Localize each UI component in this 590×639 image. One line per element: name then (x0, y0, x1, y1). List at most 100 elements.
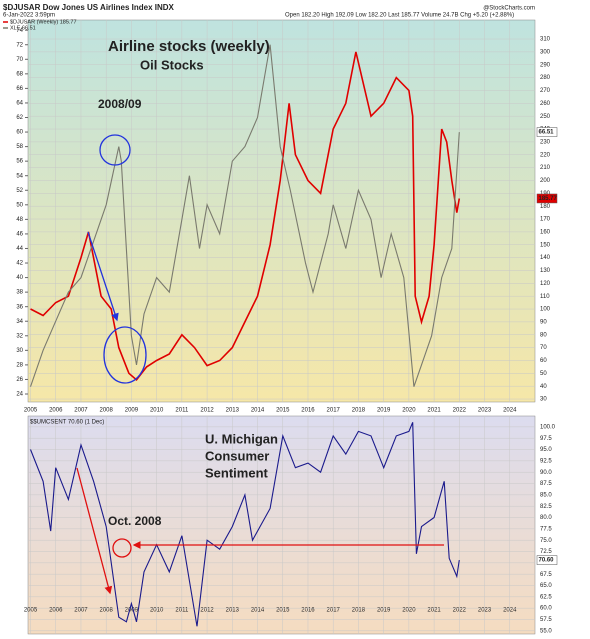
x-tick-label: 2007 (74, 608, 88, 614)
highlight-circle (103, 326, 147, 384)
bottom-panel (27, 415, 536, 635)
x-tick-label: 2011 (175, 408, 189, 414)
y-tick-label: 72 (16, 42, 23, 48)
y2-tick-label: 97.5 (540, 436, 552, 442)
annotation: Airline stocks (weekly) (108, 38, 270, 55)
y2-tick-label: 110 (540, 294, 550, 300)
x-tick-label: 2018 (352, 608, 366, 614)
y-tick-label: 36 (16, 304, 23, 310)
y2-tick-label: 70 (540, 345, 547, 351)
y2-tick-label: 230 (540, 139, 551, 145)
y2-tick-label: 130 (540, 268, 551, 274)
y-tick-label: 74 (16, 28, 23, 34)
y2-tick-label: 160 (540, 229, 551, 235)
y-tick-label: 66 (16, 86, 23, 92)
y2-tick-label: 82.5 (540, 504, 552, 510)
x-tick-label: 2009 (125, 408, 139, 414)
y-tick-label: 58 (16, 144, 23, 150)
y-tick-label: 70 (16, 57, 23, 63)
x-tick-label: 2014 (251, 608, 265, 614)
y2-tick-label: 40 (540, 384, 547, 390)
y-tick-label: 26 (16, 377, 23, 383)
y2-tick-label: 150 (540, 242, 551, 248)
y2-tick-label: 100 (540, 307, 551, 313)
header-text: @StockCharts.com (483, 6, 535, 12)
x-tick-label: 2021 (427, 408, 441, 414)
y-tick-label: 34 (16, 319, 23, 325)
y2-tick-label: 270 (540, 88, 551, 94)
x-tick-label: 2008 (100, 408, 114, 414)
x-tick-label: 2015 (276, 608, 290, 614)
x-tick-label: 2022 (453, 408, 467, 414)
y2-tick-label: 100.0 (540, 424, 556, 430)
annotation: 2008/09 (98, 97, 142, 111)
y2-tick-label: 200 (540, 178, 551, 184)
y-tick-label: 44 (16, 246, 23, 252)
y2-tick-label: 62.5 (540, 594, 552, 600)
x-tick-label: 2015 (276, 408, 290, 414)
x-tick-label: 2020 (402, 608, 416, 614)
top-panel (27, 19, 536, 403)
annotation: Sentiment (205, 465, 269, 480)
y2-tick-label: 120 (540, 281, 551, 287)
chart-title: $DJUSAR Dow Jones US Airlines Index INDX (3, 3, 175, 12)
x-tick-label: 2010 (150, 608, 164, 614)
y2-tick-label: 170 (540, 217, 551, 223)
y2-tick-label: 75.0 (540, 538, 552, 544)
y2-tick-label: 55.0 (540, 628, 552, 634)
y2-tick-label: 50 (540, 371, 547, 377)
x-tick-label: 2019 (377, 608, 391, 614)
annotation: U. Michigan (205, 431, 278, 446)
x-tick-label: 2009 (125, 608, 139, 614)
annotation: Consumer (205, 448, 269, 463)
y-tick-label: 60 (16, 130, 23, 136)
last-value-box (536, 127, 558, 137)
y2-tick-label: 210 (540, 165, 551, 171)
y2-tick-label: 92.5 (540, 458, 552, 464)
y2-tick-label: 60 (540, 358, 547, 364)
x-tick-label: 2006 (49, 408, 63, 414)
y2-tick-label: 140 (540, 255, 551, 261)
y2-tick-label: 60.0 (540, 606, 552, 612)
y2-tick-label: 90 (540, 319, 547, 325)
x-tick-label: 2019 (377, 408, 391, 414)
y2-tick-label: 65.0 (540, 583, 552, 589)
last-value-label: 66.51 (539, 130, 555, 136)
series-line (29, 422, 460, 627)
y2-tick-label: 77.5 (540, 526, 552, 532)
last-value-box (536, 193, 558, 204)
last-value-label: 70.60 (539, 558, 555, 564)
last-value-label: 185.77 (539, 196, 558, 202)
x-tick-label: 2010 (150, 408, 164, 414)
y-tick-label: 48 (16, 217, 23, 223)
y2-tick-label: 260 (540, 101, 551, 107)
y-tick-label: 30 (16, 348, 23, 354)
annotation: Oct. 2008 (108, 514, 162, 528)
x-tick-label: 2023 (478, 408, 492, 414)
y-tick-label: 38 (16, 290, 23, 296)
x-tick-label: 2005 (24, 608, 38, 614)
highlight-circle (112, 538, 132, 558)
x-tick-label: 2013 (226, 408, 240, 414)
y2-tick-label: 85.0 (540, 492, 552, 498)
x-tick-label: 2017 (327, 408, 341, 414)
header-text: 6-Jan-2022 3:59pm (3, 13, 55, 19)
x-tick-label: 2020 (402, 408, 416, 414)
y-tick-label: 28 (16, 362, 23, 368)
y2-tick-label: 87.5 (540, 481, 552, 487)
y2-tick-label: 280 (540, 75, 551, 81)
x-tick-label: 2011 (175, 608, 189, 614)
chart-title: $$UMCSENT 70.60 (1 Dec) (30, 420, 104, 426)
x-tick-label: 2012 (200, 608, 214, 614)
highlight-circle (99, 134, 131, 166)
y-tick-label: 52 (16, 188, 23, 194)
y2-tick-label: 90.0 (540, 470, 552, 476)
y-tick-label: 40 (16, 275, 23, 281)
y-tick-label: 24 (16, 392, 23, 398)
y-tick-label: 64 (16, 101, 23, 107)
y2-tick-label: 80 (540, 332, 547, 338)
y2-tick-label: 180 (540, 204, 551, 210)
y-tick-label: 46 (16, 231, 23, 237)
y2-tick-label: 30 (540, 397, 547, 403)
legend-label: XLE 66.51 (10, 25, 36, 31)
